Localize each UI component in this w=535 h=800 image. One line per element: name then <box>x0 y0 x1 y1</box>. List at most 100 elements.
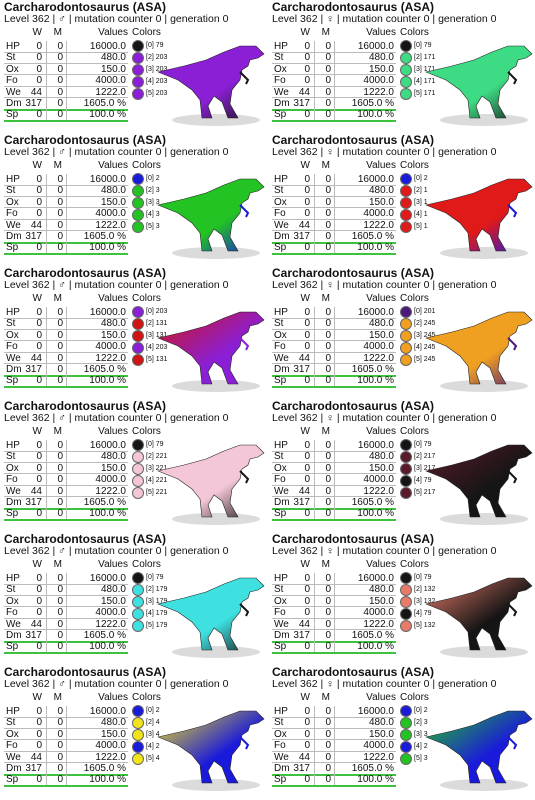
color-swatch <box>132 753 144 765</box>
stat-m: 0 <box>57 185 63 197</box>
column-header: Colors <box>400 692 429 703</box>
creature-card: Carcharodontosaurus (ASA) Level 362 | ♂ |… <box>2 532 268 665</box>
row-line <box>272 583 396 585</box>
row-line <box>4 119 128 122</box>
row-line <box>272 62 396 64</box>
color-label: [4] 171 <box>414 78 436 85</box>
color-label: [2] 132 <box>414 586 436 593</box>
stat-value: 480.0 <box>100 451 126 463</box>
creature-body <box>424 710 533 784</box>
column-divider <box>314 174 315 185</box>
row-line <box>4 363 128 365</box>
column-divider <box>334 231 335 242</box>
row-line <box>4 617 128 619</box>
stat-m: 0 <box>57 728 63 740</box>
stat-w: 44 <box>298 352 310 364</box>
creature-arm <box>239 204 250 218</box>
row-line <box>272 351 396 353</box>
color-label: [4] 2 <box>414 743 428 750</box>
card-title: Carcharodontosaurus (ASA) <box>272 266 435 280</box>
color-label: [5] 179 <box>146 622 168 629</box>
color-swatch <box>132 52 144 64</box>
column-divider <box>334 75 335 87</box>
creature-body <box>156 710 265 784</box>
stat-value: 1222.0 <box>95 485 126 497</box>
row-line <box>272 317 396 319</box>
column-header: Values <box>98 426 128 437</box>
stat-m: 0 <box>57 75 63 87</box>
stat-w: 0 <box>304 573 310 584</box>
column-divider <box>334 618 335 630</box>
column-divider <box>46 474 47 486</box>
stat-w: 0 <box>36 607 42 619</box>
stat-m: 0 <box>325 763 331 774</box>
stat-value: 1222.0 <box>363 751 394 763</box>
stat-m: 0 <box>325 86 331 98</box>
color-swatch <box>132 76 144 88</box>
color-swatch <box>400 197 412 209</box>
stat-label: Sp <box>274 774 287 786</box>
stat-m: 0 <box>57 751 63 763</box>
column-divider <box>334 329 335 341</box>
color-label: [3] 245 <box>414 332 436 339</box>
column-divider <box>46 630 47 641</box>
stat-value: 100.0 % <box>89 774 126 786</box>
column-divider <box>46 352 47 364</box>
stat-m: 0 <box>57 595 63 607</box>
column-header: Values <box>366 426 396 437</box>
column-divider <box>314 208 315 220</box>
color-swatch <box>132 173 144 185</box>
column-divider <box>314 41 315 52</box>
stat-value: 4000.0 <box>363 341 394 353</box>
creature-body <box>424 577 533 651</box>
stat-w: 317 <box>25 497 42 508</box>
stat-label: Fo <box>6 341 18 353</box>
stat-w: 0 <box>304 740 310 752</box>
creature-image <box>424 311 533 392</box>
stat-m: 0 <box>325 485 331 497</box>
column-divider <box>334 774 335 786</box>
stat-w: 0 <box>36 174 42 185</box>
column-header: M <box>321 692 330 703</box>
column-divider <box>46 86 47 98</box>
stat-w: 0 <box>304 329 310 341</box>
color-label: [5] 217 <box>414 489 436 496</box>
row-line <box>272 594 396 596</box>
column-divider <box>334 740 335 752</box>
stat-label: We <box>274 618 289 630</box>
color-label: [2] 217 <box>414 453 436 460</box>
column-divider <box>334 41 335 52</box>
stat-value: 1222.0 <box>95 618 126 630</box>
row-line <box>272 340 396 342</box>
color-swatch <box>132 608 144 620</box>
card-subtitle: Level 362 | ♀ | mutation counter 0 | gen… <box>272 146 497 158</box>
stat-m: 0 <box>325 440 331 451</box>
stat-w: 317 <box>25 364 42 375</box>
column-divider <box>314 751 315 763</box>
color-swatch <box>400 584 412 596</box>
stat-label: Sp <box>274 109 287 121</box>
stat-w: 0 <box>36 641 42 653</box>
column-divider <box>334 63 335 75</box>
column-divider <box>66 242 67 254</box>
stat-w: 0 <box>36 728 42 740</box>
row-line <box>4 651 128 654</box>
color-swatch <box>400 572 412 584</box>
stat-value: 16000.0 <box>89 706 126 717</box>
stat-value: 100.0 % <box>357 641 394 653</box>
creature-arm <box>239 603 250 617</box>
column-divider <box>334 174 335 185</box>
stat-value: 150.0 <box>368 196 394 208</box>
column-divider <box>334 595 335 607</box>
color-swatch <box>400 439 412 451</box>
column-header: Colors <box>132 559 161 570</box>
column-divider <box>334 763 335 774</box>
column-header: M <box>53 160 62 171</box>
color-swatch <box>400 741 412 753</box>
stat-m: 0 <box>325 352 331 364</box>
stat-w: 0 <box>304 641 310 653</box>
stat-value: 4000.0 <box>95 740 126 752</box>
row-line <box>272 51 396 53</box>
column-header: W <box>300 426 310 437</box>
column-header: M <box>321 559 330 570</box>
